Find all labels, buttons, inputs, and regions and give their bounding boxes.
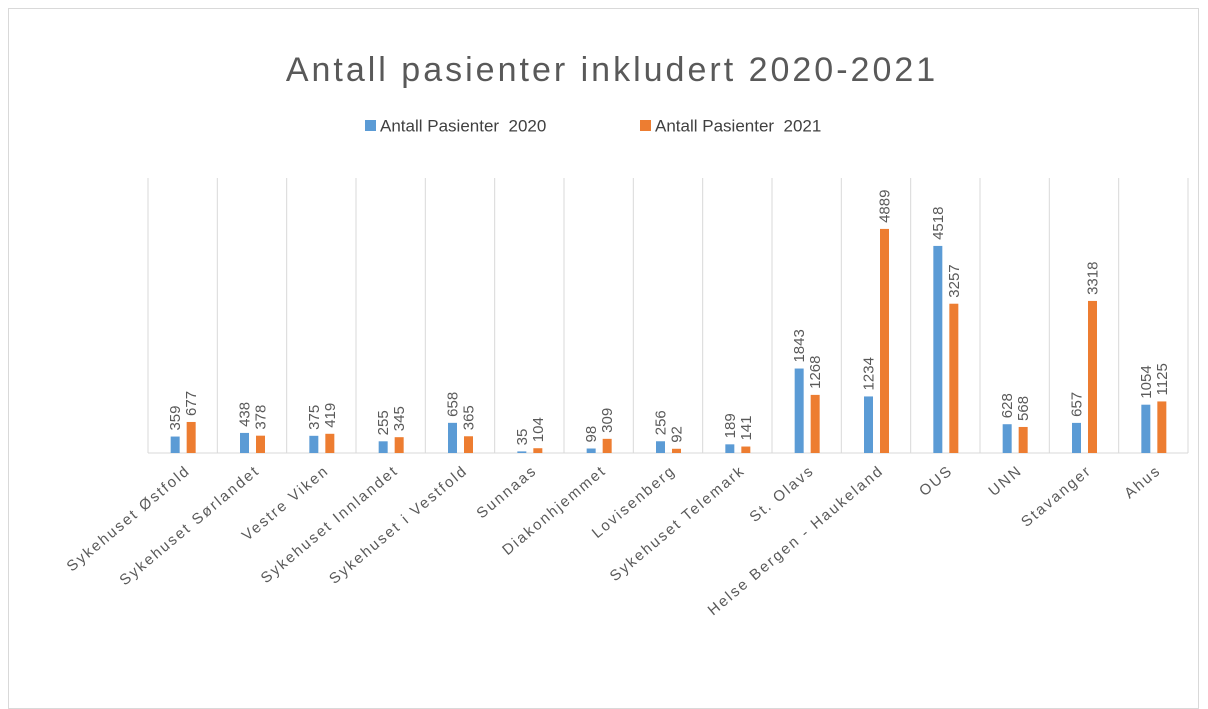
data-label: 677	[183, 391, 200, 416]
data-label: 419	[322, 403, 339, 428]
bar	[880, 228, 889, 453]
bar	[394, 437, 404, 453]
data-label: 1843	[791, 329, 808, 362]
data-label: 309	[599, 408, 616, 433]
bar	[1157, 401, 1167, 453]
data-label: 4518	[930, 207, 947, 240]
data-label: 104	[530, 417, 547, 442]
chart-frame	[8, 8, 1199, 709]
data-label: 359	[167, 406, 184, 431]
data-label: 658	[445, 392, 462, 417]
bar	[240, 432, 249, 453]
bar	[1002, 424, 1012, 453]
data-label: 1054	[1138, 365, 1155, 398]
legend-label: Antall Pasienter 2020	[380, 116, 546, 135]
data-label: 3318	[1085, 262, 1102, 295]
data-label: 345	[391, 406, 408, 431]
bar	[170, 436, 180, 453]
bar	[309, 435, 319, 453]
bar	[656, 441, 665, 453]
data-label: 628	[999, 393, 1016, 418]
bar	[1018, 426, 1028, 453]
data-label: 378	[253, 405, 270, 430]
data-label: 657	[1069, 392, 1086, 417]
data-label: 1125	[1154, 363, 1171, 395]
bar	[533, 448, 543, 453]
bar	[1072, 422, 1081, 453]
bar	[794, 368, 804, 453]
data-label: 375	[306, 405, 323, 430]
data-label: 256	[653, 410, 670, 435]
bar	[586, 448, 596, 453]
bar	[864, 396, 873, 453]
data-label: 98	[583, 426, 600, 443]
bar	[741, 446, 751, 453]
bar	[672, 448, 681, 453]
data-label: 189	[722, 413, 739, 438]
data-label: 35	[514, 429, 531, 446]
data-label: 365	[461, 405, 478, 430]
data-label: 438	[237, 402, 254, 427]
bar	[1141, 404, 1151, 453]
bar	[1088, 300, 1097, 453]
legend-swatch	[640, 120, 651, 131]
bar	[725, 444, 735, 453]
bar	[464, 436, 473, 453]
chart-title: Antall pasienter inkludert 2020-2021	[286, 51, 938, 89]
data-label: 255	[375, 410, 392, 435]
bar	[186, 421, 196, 453]
legend-label: Antall Pasienter 2021	[655, 116, 821, 135]
data-label: 4889	[877, 190, 894, 223]
bar	[378, 441, 388, 453]
bar	[949, 303, 959, 453]
data-label: 568	[1015, 396, 1032, 421]
bar	[517, 451, 527, 453]
bar	[602, 438, 612, 453]
data-label: 1234	[861, 357, 878, 390]
data-label: 92	[669, 426, 686, 443]
data-label: 1268	[807, 356, 824, 389]
bar	[810, 394, 820, 453]
bar	[256, 435, 265, 453]
data-label: 141	[738, 416, 755, 441]
bar	[325, 433, 335, 453]
data-label: 3257	[946, 264, 963, 297]
bar	[933, 245, 943, 453]
bar	[448, 422, 457, 453]
legend-swatch	[365, 120, 376, 131]
